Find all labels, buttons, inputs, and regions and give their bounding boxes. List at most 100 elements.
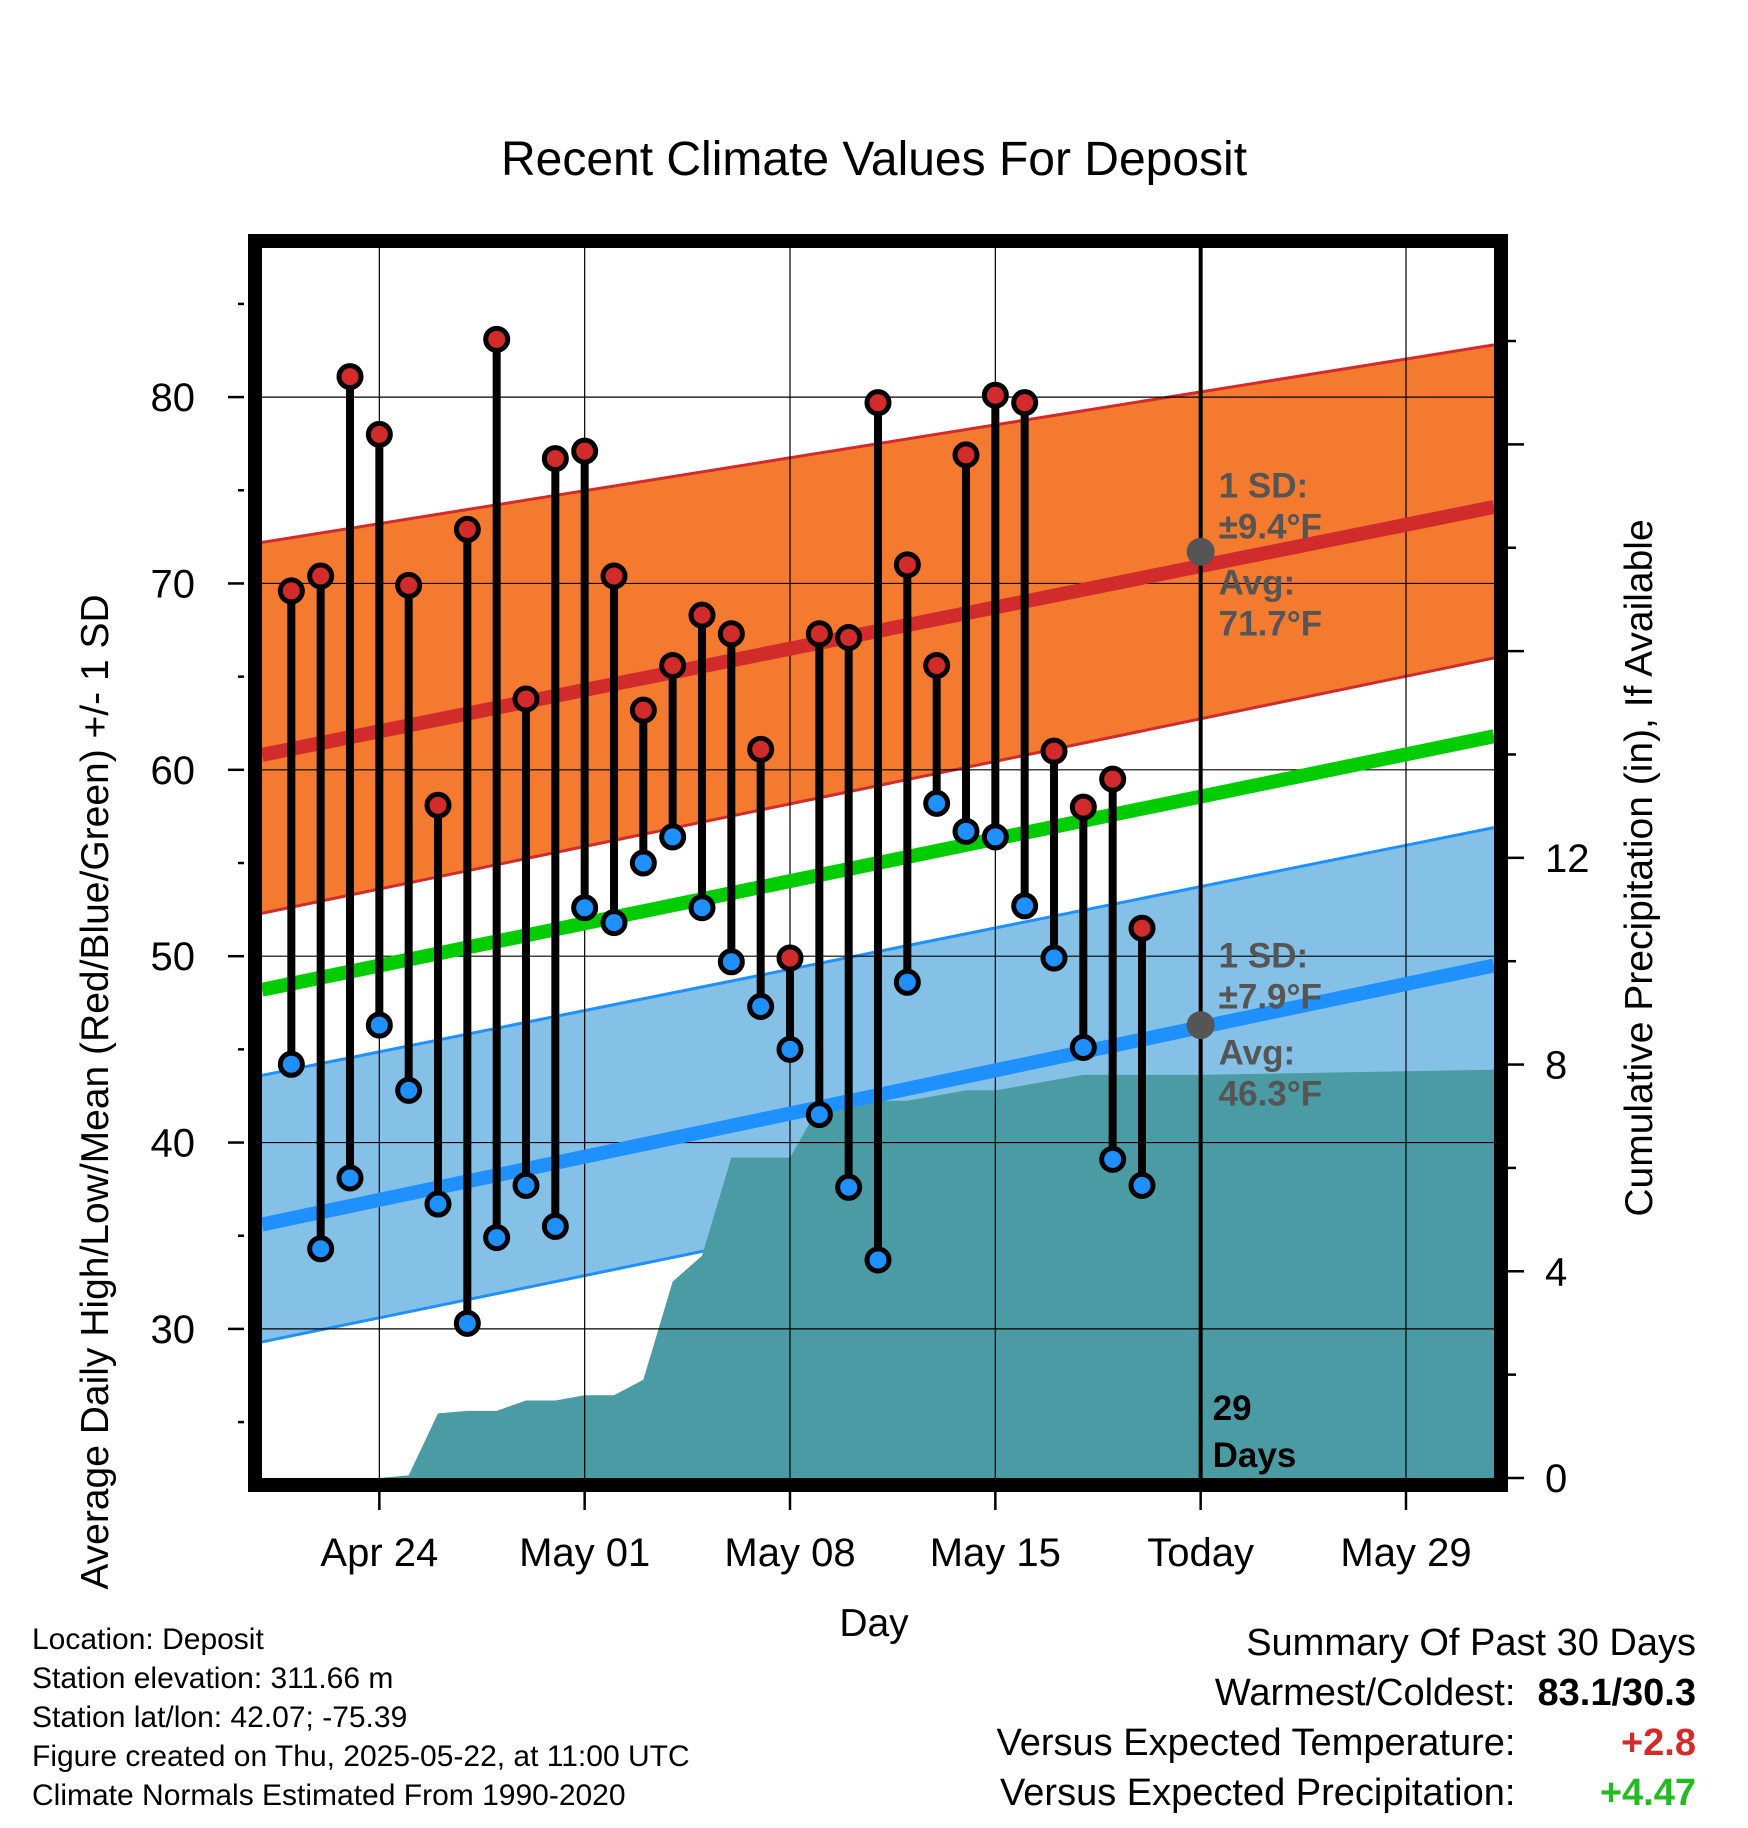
high-point — [277, 577, 305, 605]
station-info: Location: Deposit Station elevation: 311… — [32, 1620, 690, 1815]
high-point — [952, 441, 980, 469]
high-point — [424, 791, 452, 819]
x-tick-label: May 01 — [519, 1531, 650, 1575]
high-point — [805, 620, 833, 648]
low-point — [864, 1246, 892, 1274]
low-point — [307, 1235, 335, 1263]
low-point — [923, 789, 951, 817]
chart-title: Recent Climate Values For Deposit — [501, 133, 1247, 186]
high-avg-label: Avg: — [1219, 564, 1295, 603]
low-point — [747, 993, 775, 1020]
high-sd-label: 1 SD: — [1219, 467, 1308, 506]
precip-area — [262, 1069, 1494, 1478]
summary-panel: Summary Of Past 30 Days Warmest/Coldest:… — [997, 1618, 1696, 1818]
high-point — [1069, 793, 1097, 821]
low-point — [893, 968, 921, 996]
plot-frame — [248, 234, 1508, 1492]
low-avg-today-marker — [1186, 1011, 1215, 1040]
elevation-text: Station elevation: 311.66 m — [32, 1662, 394, 1695]
high-point — [659, 651, 687, 679]
high-sd-value: ±9.4°F — [1219, 508, 1322, 547]
low-point — [1099, 1145, 1127, 1173]
low-sd-value: ±7.9°F — [1219, 977, 1322, 1016]
low-point — [805, 1101, 833, 1129]
y-axis-label: Average Daily High/Low/Mean (Red/Blue/Gr… — [74, 594, 117, 1589]
low-point — [365, 1011, 393, 1039]
high-avg-value: 71.7°F — [1219, 605, 1323, 644]
summary-warmest-coldest: Warmest/Coldest: 83.1/30.3 — [997, 1668, 1696, 1718]
low-point — [571, 894, 599, 922]
low-point — [336, 1164, 364, 1192]
high-point — [776, 944, 804, 972]
high-point — [512, 685, 540, 713]
high-point — [1128, 914, 1156, 942]
x-tick-label: Apr 24 — [320, 1531, 438, 1575]
high-point — [1099, 765, 1127, 793]
low-point — [483, 1224, 511, 1252]
y-tick-label: 80 — [151, 376, 196, 420]
location-text: Location: Deposit — [32, 1623, 264, 1656]
low-point — [1040, 944, 1068, 972]
days-count-number: 29 — [1213, 1389, 1252, 1428]
warmest-coldest-label: Warmest/Coldest: — [1214, 1672, 1516, 1714]
x-tick-label: May 08 — [724, 1531, 855, 1575]
high-point — [336, 363, 364, 391]
summary-temp: Versus Expected Temperature: +2.8 — [997, 1718, 1696, 1768]
low-point — [659, 823, 687, 851]
y-tick-label: 50 — [151, 935, 196, 979]
low-point — [600, 909, 628, 937]
normals-text: Climate Normals Estimated From 1990-2020 — [32, 1779, 626, 1812]
high-point — [541, 445, 569, 473]
low-point — [453, 1309, 481, 1337]
high-point — [864, 389, 892, 417]
warmest-coldest-value: 83.1/30.3 — [1537, 1672, 1696, 1714]
high-point — [688, 601, 716, 629]
y-right-tick-label: 12 — [1545, 837, 1590, 881]
high-point — [629, 696, 657, 724]
high-point — [717, 620, 745, 648]
precip-anomaly-label: Versus Expected Precipitation: — [1000, 1772, 1516, 1814]
low-avg-value: 46.3°F — [1219, 1074, 1323, 1113]
high-point — [1011, 389, 1039, 417]
low-avg-label: Avg: — [1219, 1033, 1295, 1072]
low-point — [395, 1076, 423, 1104]
precip-anomaly-value: +4.47 — [1599, 1772, 1696, 1814]
high-point — [600, 562, 628, 590]
days-count-word: Days — [1213, 1436, 1297, 1475]
low-point — [981, 823, 1009, 851]
high-point — [571, 437, 599, 465]
summary-title: Summary Of Past 30 Days — [1246, 1622, 1696, 1664]
high-point — [747, 735, 775, 763]
high-point — [893, 551, 921, 579]
high-point — [981, 381, 1009, 409]
y-tick-label: 60 — [151, 749, 196, 793]
low-point — [629, 849, 657, 877]
low-point — [541, 1212, 569, 1240]
x-tick-label: May 29 — [1340, 1531, 1471, 1575]
high-point — [453, 515, 481, 543]
high-point — [395, 571, 423, 599]
x-axis-label: Day — [839, 1602, 909, 1645]
low-point — [835, 1173, 863, 1201]
low-point — [1128, 1171, 1156, 1199]
low-point — [776, 1035, 804, 1063]
low-point — [1069, 1034, 1097, 1061]
y-right-tick-label: 8 — [1545, 1044, 1567, 1088]
high-avg-today-marker — [1186, 537, 1215, 566]
created-text: Figure created on Thu, 2025-05-22, at 11… — [32, 1740, 690, 1773]
low-point — [277, 1050, 305, 1078]
low-point — [1011, 892, 1039, 920]
low-point — [424, 1190, 452, 1218]
high-point — [835, 624, 863, 651]
y-tick-label: 40 — [151, 1122, 196, 1166]
high-point — [365, 420, 393, 448]
high-point — [307, 562, 335, 590]
y-axis-right-label: Cumulative Precipitation (in), If Availa… — [1618, 519, 1661, 1216]
temp-anomaly-label: Versus Expected Temperature: — [996, 1722, 1516, 1764]
high-point — [923, 651, 951, 679]
y-tick-label: 70 — [151, 562, 196, 606]
summary-precip: Versus Expected Precipitation: +4.47 — [997, 1768, 1696, 1818]
axes: 30 40 50 60 70 80 0 4 8 12 Apr 24 May 01 May 08 May 1… — [151, 302, 1590, 1575]
